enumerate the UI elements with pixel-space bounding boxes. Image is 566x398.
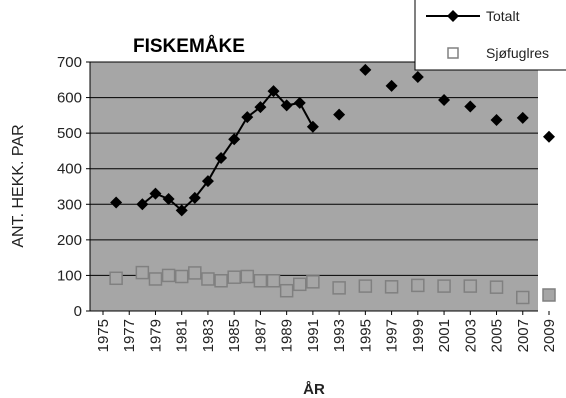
point-sjofuglres-1982 — [188, 266, 202, 280]
point-sjofuglres-1995 — [358, 279, 373, 293]
point-sjofuglres-2003 — [463, 279, 478, 293]
point-totalt-2001 — [438, 94, 451, 107]
point-totalt-1981 — [175, 204, 188, 217]
x-tick-label: 1989 — [279, 319, 296, 352]
x-tick-label: 1999 — [410, 319, 427, 352]
point-totalt-1987 — [254, 101, 267, 114]
point-totalt-1990 — [293, 96, 306, 109]
x-tick-label: 2007 — [515, 319, 532, 352]
y-tick-label: 200 — [57, 232, 82, 249]
point-sjofuglres-1981 — [174, 269, 189, 284]
point-sjofuglres-2007 — [516, 290, 530, 305]
legend-marker-sjofuglres — [447, 47, 459, 59]
point-sjofuglres-1991 — [306, 275, 320, 289]
point-totalt-1989 — [280, 99, 293, 112]
point-sjofuglres-1984 — [214, 274, 228, 288]
point-totalt-1988 — [267, 85, 280, 98]
point-sjofuglres-1983 — [201, 272, 215, 286]
point-totalt-1995 — [359, 63, 372, 76]
point-totalt-1991 — [306, 120, 319, 133]
point-sjofuglres-2009 — [542, 288, 556, 302]
x-tick-label: 1975 — [95, 319, 112, 352]
point-sjofuglres-1999 — [411, 278, 425, 293]
y-axis-title: ANT. HEKK. PAR — [10, 124, 27, 247]
x-tick-label: 1995 — [357, 319, 374, 352]
legend: Totalt Sjøfuglres — [414, 0, 566, 71]
y-tick-label: 400 — [57, 161, 82, 178]
legend-label-sjofuglres: Sjøfuglres — [486, 45, 549, 61]
point-totalt-2009 — [543, 130, 555, 143]
point-sjofuglres-1980 — [161, 268, 176, 283]
point-totalt-1997 — [385, 79, 398, 92]
point-sjofuglres-1978 — [135, 265, 150, 280]
x-tick-label: 1993 — [331, 319, 348, 352]
point-sjofuglres-1989 — [279, 283, 294, 298]
y-tick-label: 0 — [74, 303, 82, 320]
point-totalt-1985 — [228, 133, 241, 146]
x-tick-label: 1979 — [147, 319, 164, 352]
point-sjofuglres-1988 — [266, 274, 281, 288]
point-sjofuglres-1986 — [240, 269, 255, 284]
y-tick-label: 600 — [57, 90, 82, 107]
point-totalt-1983 — [201, 175, 214, 188]
y-tick-label: 100 — [57, 267, 82, 284]
x-tick-label: 1991 — [305, 319, 322, 352]
point-sjofuglres-2001 — [437, 279, 451, 293]
y-tick-label: 300 — [57, 196, 82, 213]
y-tick-label: 500 — [57, 125, 82, 142]
point-totalt-1982 — [188, 191, 201, 204]
point-totalt-2005 — [490, 113, 503, 126]
x-tick-label: 1987 — [252, 319, 269, 352]
legend-box — [414, 0, 566, 71]
x-tick-label: 2003 — [462, 319, 479, 352]
point-totalt-1979 — [149, 187, 162, 200]
point-sjofuglres-1987 — [253, 274, 268, 288]
point-sjofuglres-1976 — [109, 271, 123, 286]
point-sjofuglres-1993 — [332, 281, 346, 295]
x-tick-label: 1977 — [121, 319, 138, 352]
point-totalt-1986 — [241, 111, 254, 124]
chart-title: FISKEMÅKE — [133, 36, 245, 57]
x-tick-label: 2009 — [541, 319, 558, 352]
point-sjofuglres-1979 — [148, 272, 163, 286]
point-totalt-1978 — [136, 198, 149, 211]
point-totalt-1980 — [162, 192, 175, 205]
point-sjofuglres-1997 — [384, 280, 399, 294]
point-totalt-2003 — [464, 100, 477, 113]
x-tick-label: 2001 — [436, 319, 453, 352]
x-tick-label: 1997 — [384, 319, 401, 352]
point-sjofuglres-1990 — [293, 277, 307, 292]
x-tick-label: 1985 — [226, 319, 243, 352]
y-tick-label: 700 — [57, 54, 82, 71]
point-sjofuglres-2005 — [489, 280, 504, 294]
x-tick-label: 1983 — [200, 319, 217, 352]
x-axis-title: ÅR — [303, 381, 325, 398]
x-tick-label: 2005 — [489, 319, 506, 352]
point-totalt-1993 — [333, 108, 346, 121]
x-tick-label: 1981 — [174, 319, 191, 352]
legend-label-totalt: Totalt — [486, 8, 520, 24]
point-totalt-1999 — [411, 70, 424, 83]
x-tick-labels: 1975 1977 1979 1981 1983 1985 1987 1989 1991 1993… — [95, 311, 558, 352]
point-totalt-2007 — [516, 111, 529, 124]
point-totalt-1984 — [215, 152, 228, 165]
point-totalt-1976 — [110, 196, 123, 209]
legend-marker-totalt — [447, 10, 459, 22]
data-markers — [109, 63, 556, 305]
point-sjofuglres-1985 — [227, 270, 241, 284]
y-tick-labels: 0 100 200 300 400 500 600 700 — [57, 54, 90, 320]
